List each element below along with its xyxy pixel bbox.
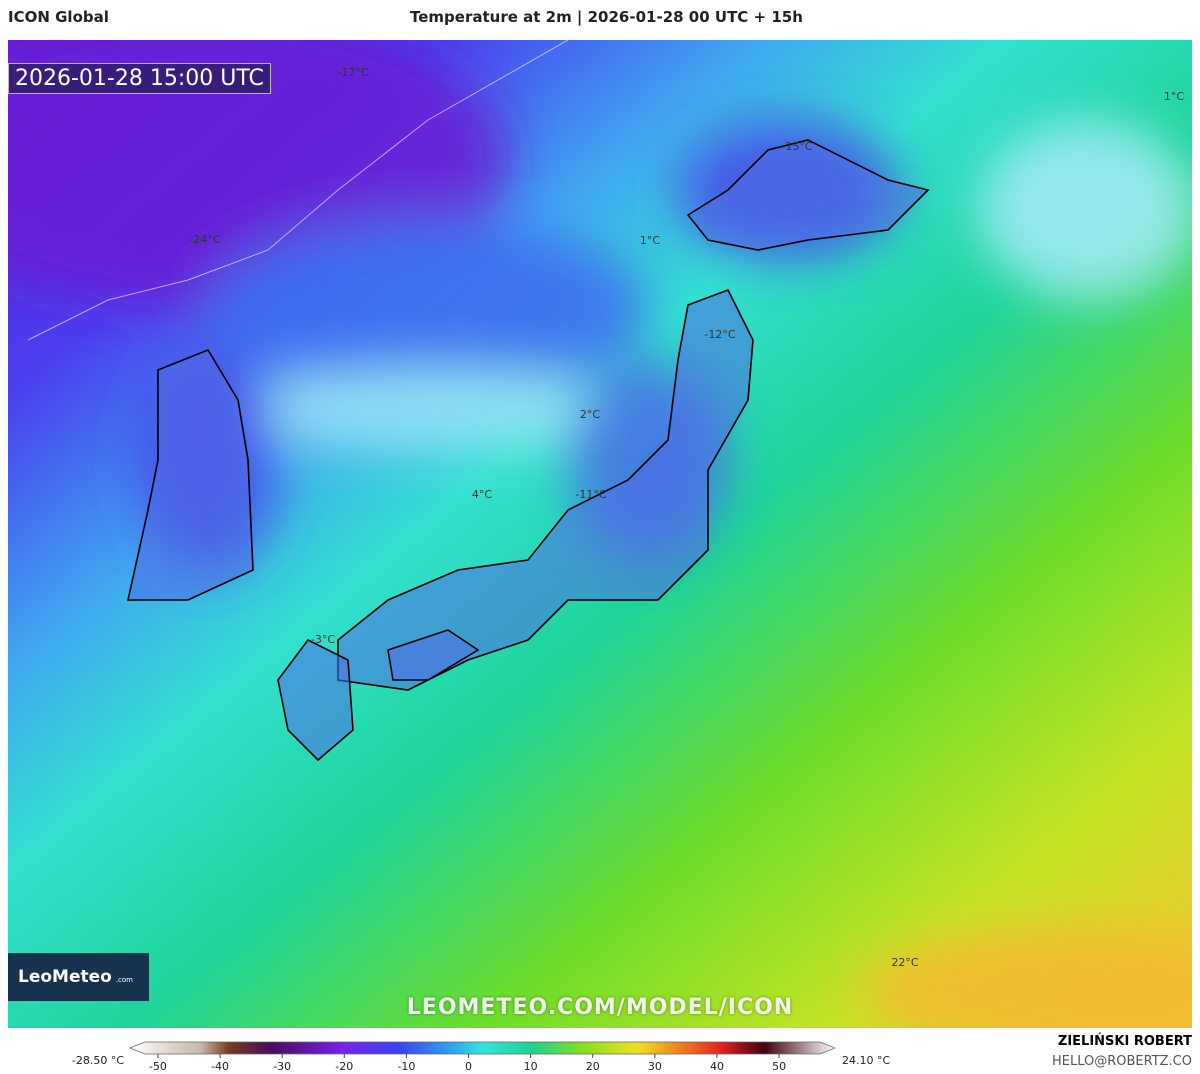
colorbar-tick-label: 50 — [772, 1060, 786, 1073]
temperature-label: -3°C — [311, 633, 335, 646]
logo-suffix: .com — [115, 976, 134, 984]
temperature-label: -15°C — [781, 140, 812, 153]
logo[interactable]: LeoMeteo .com — [8, 953, 149, 1001]
logo-text: LeoMeteo — [18, 967, 112, 987]
colorbar-tick-label: -30 — [273, 1060, 291, 1073]
valid-time: 2026-01-28 15:00 UTC — [8, 63, 271, 94]
temperature-label: 1°C — [1164, 90, 1184, 103]
colorbar-tick-label: 30 — [648, 1060, 662, 1073]
temperature-label: -17°C — [337, 66, 368, 79]
map-title: Temperature at 2m | 2026-01-28 00 UTC + … — [410, 8, 803, 26]
colorbar: -28.50 °C 24.10 °C -50 -40 -30 -20 -10 0 10 20 3… — [72, 1041, 890, 1073]
temperature-label: 1°C — [640, 234, 660, 247]
temperature-label: 4°C — [472, 488, 492, 501]
email: HELLO@ROBERTZ.CO — [1051, 1054, 1192, 1069]
model-name: ICON Global — [8, 8, 109, 26]
colorbar-tick-label: -50 — [149, 1060, 167, 1073]
colorbar-tick-label: 10 — [524, 1060, 538, 1073]
author: ZIELIŃSKI ROBERT — [1057, 1034, 1192, 1049]
colorbar-tick-label: -40 — [211, 1060, 229, 1073]
temperature-label: -24°C — [189, 233, 220, 246]
temperature-label: -12°C — [704, 328, 735, 341]
colorbar-tick-label: 20 — [586, 1060, 600, 1073]
colorbar-tick-label: -20 — [335, 1060, 353, 1073]
watermark: LEOMETEO.COM/MODEL/ICON — [406, 995, 794, 1020]
colorbar-tick-label: -10 — [397, 1060, 415, 1073]
map: -17°C 1°C -15°C -24°C 1°C -12°C 2°C 4°C -11°C -3°… — [8, 40, 1192, 1028]
temperature-label: -11°C — [575, 488, 606, 501]
colorbar-min: -28.50 °C — [72, 1054, 124, 1067]
colorbar-tick-label: 40 — [710, 1060, 724, 1073]
temperature-label: 22°C — [891, 956, 918, 969]
colorbar-tick-label: 0 — [465, 1060, 472, 1073]
colorbar-max: 24.10 °C — [842, 1054, 890, 1067]
temperature-label: 2°C — [580, 408, 600, 421]
